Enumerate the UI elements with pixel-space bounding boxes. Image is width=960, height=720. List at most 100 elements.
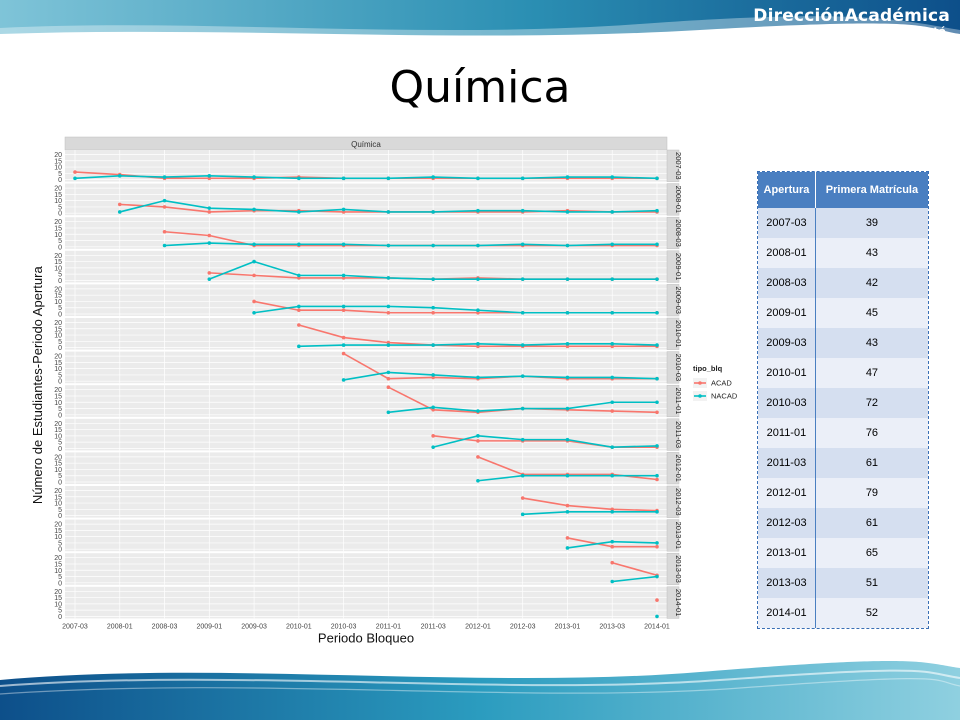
data-point-acad [610,344,615,349]
data-point-nacad [655,208,659,213]
data-point-nacad [476,208,480,213]
data-point-nacad [162,243,167,248]
data-point-nacad [520,512,525,517]
data-point-nacad [476,434,480,438]
legend-title: tipo_blq [693,364,723,373]
series-line-nacad [164,242,657,247]
data-point-nacad [476,342,480,346]
data-point-nacad [610,310,615,315]
table-cell: 42 [815,268,928,298]
data-point-nacad [386,276,391,280]
facet-panel [65,586,667,619]
data-point-nacad [610,277,615,281]
data-point-nacad [431,373,435,377]
data-point-acad [207,176,212,181]
y-tick-label: 20 [54,152,62,159]
y-tick-label: 10 [54,265,62,272]
y-tick-label: 15 [54,494,62,501]
y-tick-label: 10 [54,568,62,575]
y-tick-label: 5 [58,372,62,379]
facet-strip-right [666,317,680,350]
series-line-nacad [343,371,658,381]
y-tick-label: 0 [58,547,62,554]
data-point-nacad [431,243,435,248]
legend-label: NACAD [711,392,738,401]
facet-label: 2010-01 [674,320,683,348]
y-tick-label: 0 [58,312,62,319]
y-tick-label: 5 [58,339,62,346]
data-point-acad [431,434,435,438]
data-point-nacad [386,343,391,347]
table-row: 2011-01 76 [758,418,928,448]
y-tick-label: 15 [54,528,62,535]
data-point-nacad [565,175,570,179]
data-point-nacad [117,174,122,178]
data-point-acad [117,202,122,207]
y-tick-label: 20 [54,219,62,226]
data-point-nacad [386,176,391,181]
facet-label: 2008-03 [674,219,683,247]
y-tick-label: 0 [58,480,62,487]
y-tick-label: 10 [54,198,62,205]
data-point-nacad [341,343,346,347]
data-point-nacad [520,176,525,181]
data-point-nacad [520,208,525,213]
series-line-nacad [612,575,658,583]
y-tick-label: 5 [58,473,62,480]
data-point-nacad [207,241,212,245]
y-tick-label: 0 [58,177,62,184]
data-point-acad [207,233,212,238]
y-tick-label: 20 [54,522,62,529]
data-point-nacad [655,614,659,619]
data-point-nacad [565,277,570,281]
table-cell: 52 [815,598,928,628]
x-axis-label: Periodo Bloqueo [318,630,414,645]
y-tick-label: 15 [54,461,62,468]
data-point-acad [655,410,659,415]
table-cell: 72 [815,388,928,418]
x-tick-label: 2007-03 [62,623,88,630]
data-point-acad [386,376,391,381]
data-point-nacad [431,343,435,347]
y-tick-label: 5 [58,540,62,547]
facet-strip-right [666,216,680,250]
y-tick-label: 10 [54,400,62,407]
table-row: 2011-03 61 [758,448,928,478]
x-tick-label: 2008-01 [107,623,133,630]
table-cell: 43 [815,328,928,358]
y-tick-label: 0 [58,580,62,587]
y-tick-label: 10 [54,501,62,508]
facet-label: 2008-01 [674,186,683,214]
data-point-acad [610,560,615,565]
y-tick-label: 5 [58,406,62,413]
table-cell: 2009-01 [758,298,816,328]
y-tick-label: 15 [54,293,62,300]
data-point-acad [162,229,167,234]
table-cell: 76 [815,418,928,448]
data-point-nacad [431,305,435,310]
data-point-nacad [476,176,480,181]
table-row: 2013-03 51 [758,568,928,598]
data-point-nacad [252,310,256,315]
data-point-nacad [252,207,256,212]
facet-strip-right [666,149,680,182]
data-point-nacad [610,400,615,405]
data-point-acad [341,308,346,313]
facet-strip-right [666,418,680,451]
facet-panel [65,553,667,585]
data-point-nacad [297,304,301,309]
y-tick-label: 0 [58,211,62,218]
data-point-nacad [207,277,212,281]
table-cell: 2013-01 [758,538,816,568]
data-point-nacad [117,210,122,214]
data-point-nacad [431,175,435,179]
data-point-nacad [341,176,346,181]
facet-strip-right [666,552,680,586]
facet-label: 2012-03 [674,488,683,516]
data-point-nacad [252,259,256,264]
data-point-nacad [610,539,615,544]
y-tick-label: 5 [58,238,62,245]
x-tick-label: 2012-01 [465,623,491,630]
facet-label: 2011-01 [674,388,683,415]
